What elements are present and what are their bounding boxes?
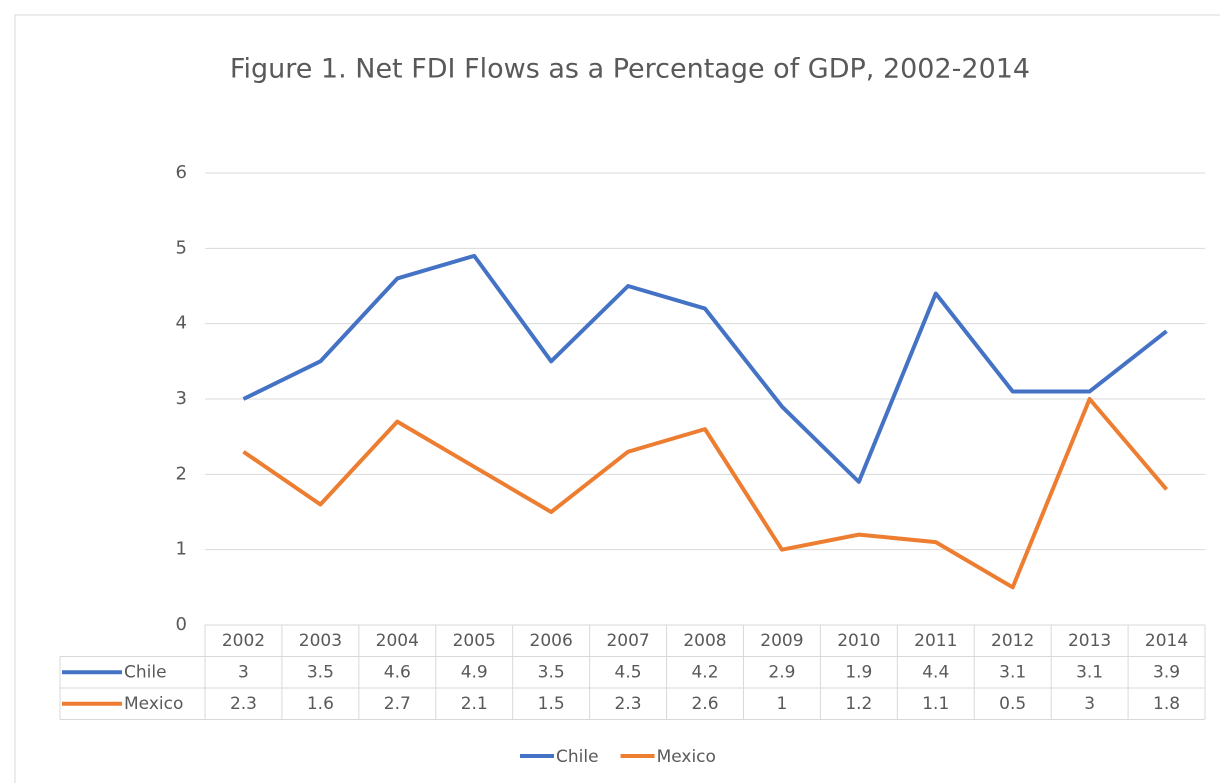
y-tick-label: 1: [176, 539, 187, 560]
table-value: 3.1: [999, 662, 1026, 682]
x-tick-label: 2005: [453, 631, 496, 651]
x-tick-label: 2010: [837, 631, 880, 651]
y-tick-label: 2: [176, 463, 187, 484]
table-value: 4.5: [615, 662, 642, 682]
y-tick-label: 5: [176, 237, 187, 258]
table-value: 1.2: [845, 694, 872, 714]
chart-border: [14, 14, 1220, 783]
x-tick-label: 2008: [683, 631, 726, 651]
table-value: 4.6: [384, 662, 411, 682]
x-tick-label: 2009: [760, 631, 803, 651]
y-tick-label: 6: [176, 162, 187, 183]
x-tick-label: 2006: [530, 631, 573, 651]
y-tick-label: 4: [176, 313, 187, 334]
table-value: 2.6: [691, 694, 718, 714]
table-value: 2.1: [461, 694, 488, 714]
legend-label: Chile: [556, 747, 599, 767]
series-line: [242, 397, 1169, 590]
x-tick-label: 2012: [991, 631, 1034, 651]
table-value: 3: [238, 662, 249, 682]
table-value: 1.6: [307, 694, 334, 714]
x-tick-label: 2014: [1145, 631, 1188, 651]
x-tick-label: 2007: [606, 631, 649, 651]
table-value: 1.8: [1153, 694, 1180, 714]
table-value: 1.1: [922, 694, 949, 714]
table-value: 2.7: [384, 694, 411, 714]
series-line: [242, 253, 1168, 484]
table-value: 4.4: [922, 662, 949, 682]
x-tick-label: 2003: [299, 631, 342, 651]
table-value: 2.9: [768, 662, 795, 682]
y-tick-label: 0: [176, 614, 187, 635]
table-series-name: Chile: [124, 662, 167, 682]
table-series-name: Mexico: [124, 694, 183, 714]
table-value: 3.1: [1076, 662, 1103, 682]
x-tick-label: 2013: [1068, 631, 1111, 651]
table-value: 3.9: [1153, 662, 1180, 682]
table-value: 3: [1084, 694, 1095, 714]
x-tick-label: 2011: [914, 631, 957, 651]
table-value: 4.2: [691, 662, 718, 682]
table-value: 3.5: [307, 662, 334, 682]
table-value: 2.3: [615, 694, 642, 714]
chart-title: Figure 1. Net FDI Flows as a Percentage …: [230, 54, 1030, 85]
table-value: 3.5: [538, 662, 565, 682]
x-tick-label: 2004: [376, 631, 419, 651]
y-tick-label: 3: [176, 388, 187, 409]
table-value: 1.9: [845, 662, 872, 682]
table-value: 4.9: [461, 662, 488, 682]
table-value: 0.5: [999, 694, 1026, 714]
legend-label: Mexico: [657, 747, 716, 767]
table-value: 1.5: [538, 694, 565, 714]
table-value: 2.3: [230, 694, 257, 714]
table-value: 1: [777, 694, 788, 714]
x-tick-label: 2002: [222, 631, 265, 651]
